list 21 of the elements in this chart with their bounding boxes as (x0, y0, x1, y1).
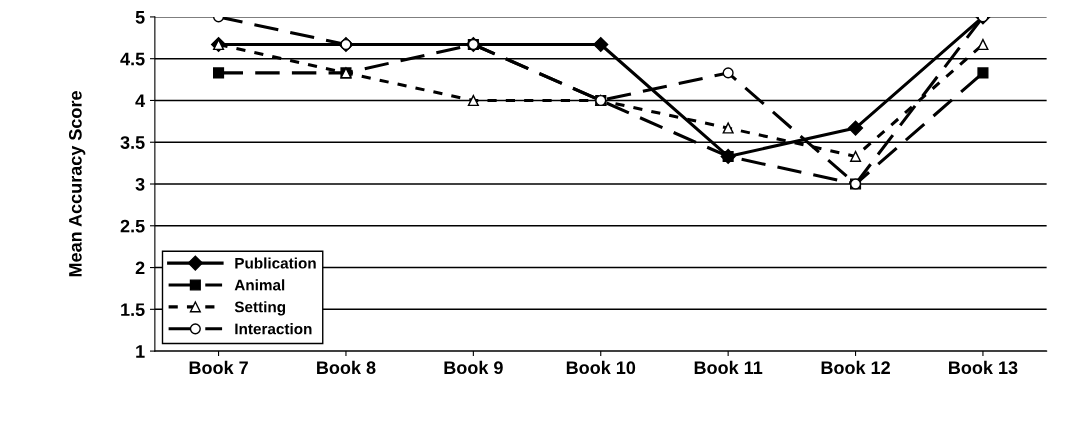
y-tick-label: 4 (135, 94, 146, 107)
y-axis-title: Mean Accuracy Score (68, 91, 86, 277)
x-tick-label: Book 10 (566, 360, 636, 375)
x-tick-label: Book 13 (949, 360, 1018, 375)
y-tick-label: 2 (135, 261, 145, 275)
x-tick-label: Book 7 (189, 360, 248, 375)
y-tick-label: 4.5 (120, 52, 145, 66)
y-tick-label: 3.5 (120, 136, 145, 149)
y-tick-label: 1 (136, 345, 145, 358)
legend-label: Setting (234, 301, 286, 316)
x-tick-label: Book 9 (444, 360, 503, 375)
legend-label: Interaction (235, 323, 312, 335)
y-tick-label: 1.5 (121, 303, 145, 317)
x-tick-label: Book 11 (694, 360, 763, 375)
y-tick-label: 3 (135, 177, 145, 191)
x-tick-label: Book 12 (821, 360, 890, 375)
y-tick-label: 5 (135, 11, 145, 24)
y-tick-label: 2.5 (120, 219, 145, 233)
x-tick-label: Book 8 (317, 360, 376, 375)
legend-label: Publication (235, 257, 316, 269)
legend-label: Animal (234, 279, 285, 291)
